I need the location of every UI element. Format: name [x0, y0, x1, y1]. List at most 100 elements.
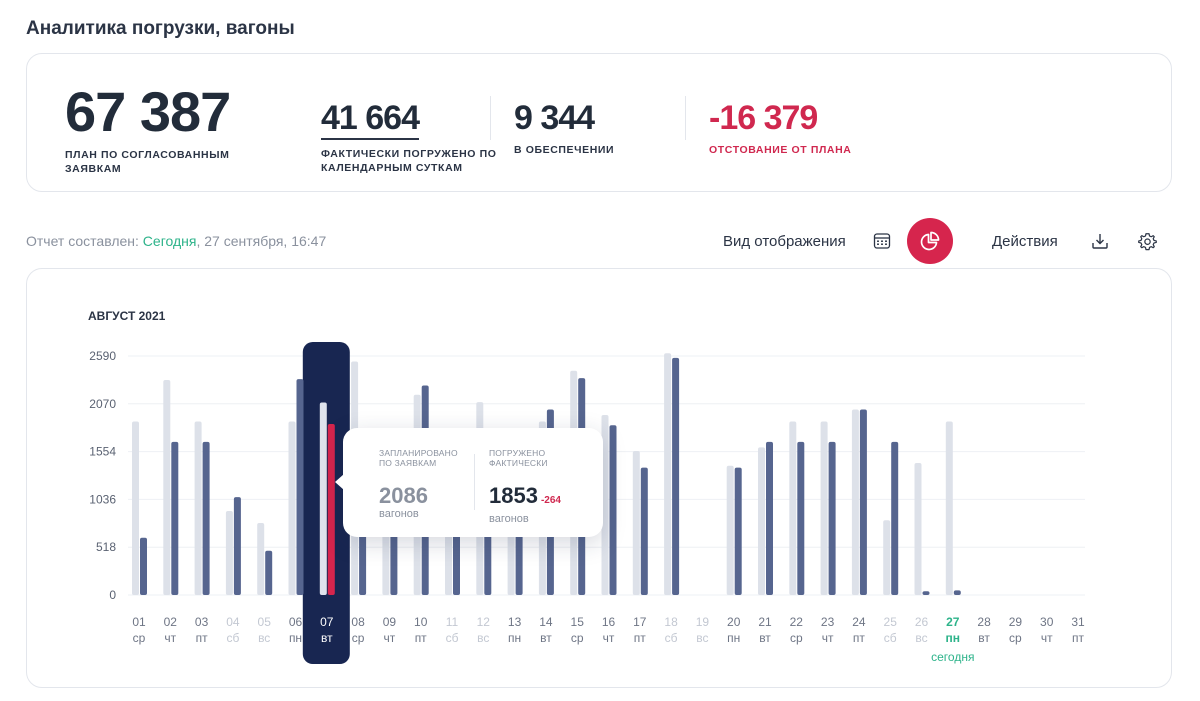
fact-bar: [766, 441, 773, 595]
x-tick-day: 25: [884, 615, 898, 629]
x-tick-weekday: вт: [540, 631, 552, 645]
y-tick-label: 2590: [89, 349, 116, 363]
fact-bar: [327, 424, 335, 595]
x-tick-weekday: пн: [508, 631, 521, 645]
fact-bar: [640, 467, 648, 595]
supply-metric: 9 344 В обеспечении: [514, 99, 614, 157]
x-tick-weekday: вс: [696, 631, 708, 645]
fact-bar: [797, 441, 805, 595]
x-tick-weekday: сб: [226, 631, 239, 645]
x-tick-weekday: сб: [884, 631, 897, 645]
fact-bar: [140, 537, 147, 595]
plan-bar: [319, 402, 327, 595]
metric-divider: [490, 96, 491, 140]
x-tick-weekday: ср: [133, 631, 146, 645]
x-tick-day: 29: [1009, 615, 1023, 629]
x-tick-weekday: пт: [415, 631, 427, 645]
fact-bar: [265, 550, 273, 595]
report-timestamp: Отчет составлен: Сегодня, 27 сентября, 1…: [26, 233, 326, 249]
fact-bar: [233, 497, 241, 595]
x-tick-weekday: пт: [196, 631, 208, 645]
x-tick-day: 15: [571, 615, 585, 629]
plan-bar: [194, 421, 202, 595]
fact-bar: [953, 590, 961, 595]
x-tick-weekday: сб: [446, 631, 459, 645]
tooltip-plan-value: 2086: [379, 483, 428, 508]
report-today-link[interactable]: Сегодня: [142, 233, 197, 249]
x-tick-weekday: пн: [946, 631, 961, 645]
actions-menu-label[interactable]: Действия: [992, 233, 1058, 250]
settings-gear-icon[interactable]: [1136, 230, 1158, 252]
x-tick-day: 13: [508, 615, 522, 629]
metric-divider: [685, 96, 686, 140]
plan-bar: [632, 451, 640, 595]
fact-value[interactable]: 41 664: [321, 99, 420, 140]
tooltip-fact-delta: -264: [540, 495, 561, 506]
plan-bar: [789, 421, 797, 595]
x-tick-day: 27: [946, 615, 960, 629]
fact-bar: [672, 357, 680, 595]
plan-bar: [758, 447, 765, 595]
x-tick-day: 05: [258, 615, 272, 629]
lag-metric: -16 379 Отстование от плана: [709, 99, 851, 157]
tooltip-plan: Запланировано по заявкам 2086 вагонов: [379, 448, 465, 520]
today-label: сегодня: [931, 650, 974, 664]
pie-chart-view-button[interactable]: [907, 218, 953, 264]
plan-label: План по согласованным заявкам: [65, 149, 230, 175]
x-tick-day: 24: [852, 615, 866, 629]
fact-bar: [922, 591, 930, 595]
fact-bar: [734, 467, 742, 595]
x-tick-weekday: чт: [603, 631, 615, 645]
fact-bar: [296, 379, 304, 595]
page-title: Аналитика погрузки, вагоны: [26, 18, 295, 39]
x-tick-weekday: чт: [384, 631, 396, 645]
x-tick-weekday: чт: [164, 631, 176, 645]
x-tick-weekday: вс: [477, 631, 489, 645]
fact-bar: [828, 441, 836, 595]
download-icon[interactable]: [1089, 230, 1111, 252]
x-tick-weekday: ср: [571, 631, 584, 645]
bar-tooltip: Запланировано по заявкам 2086 вагонов По…: [335, 428, 603, 537]
x-tick-day: 14: [539, 615, 553, 629]
summary-card: 67 387 План по согласованным заявкам 41 …: [26, 53, 1172, 192]
plan-bar: [914, 463, 922, 595]
y-tick-label: 1036: [89, 492, 116, 506]
x-tick-weekday: пт: [634, 631, 646, 645]
view-mode-label[interactable]: Вид отображения: [723, 233, 846, 250]
x-tick-day: 16: [602, 615, 616, 629]
x-tick-day: 11: [446, 615, 459, 629]
tooltip-divider: [474, 454, 475, 510]
tooltip-plan-heading: Запланировано по заявкам: [379, 448, 458, 468]
x-tick-day: 31: [1071, 615, 1085, 629]
x-tick-weekday: пн: [289, 631, 302, 645]
x-tick-day: 09: [383, 615, 397, 629]
fact-bar: [859, 409, 867, 595]
x-tick-weekday: ср: [1009, 631, 1022, 645]
lag-label: Отстование от плана: [709, 144, 852, 156]
x-tick-day: 02: [164, 615, 178, 629]
x-tick-weekday: вт: [321, 631, 333, 645]
tooltip-fact-value: 1853: [489, 483, 538, 508]
x-tick-day: 06: [289, 615, 303, 629]
y-tick-label: 518: [96, 540, 116, 554]
fact-metric[interactable]: 41 664 Фактически погружено по календарн…: [321, 99, 501, 175]
x-tick-weekday: вт: [759, 631, 771, 645]
x-tick-day: 30: [1040, 615, 1054, 629]
calendar-list-icon[interactable]: [871, 230, 893, 252]
report-prefix: Отчет составлен:: [26, 233, 139, 249]
plan-bar: [163, 379, 171, 595]
x-tick-weekday: чт: [1041, 631, 1053, 645]
fact-bar: [171, 441, 179, 595]
plan-bar: [601, 415, 609, 595]
x-tick-weekday: вт: [978, 631, 990, 645]
x-tick-weekday: вс: [915, 631, 927, 645]
x-tick-day: 03: [195, 615, 209, 629]
x-tick-day: 21: [758, 615, 772, 629]
fact-label: Фактически погружено по календарным сутк…: [321, 148, 497, 174]
tooltip-fact: Погружено фактически 1853 -264 вагонов: [489, 448, 589, 525]
x-tick-weekday: вс: [258, 631, 270, 645]
x-tick-weekday: пн: [727, 631, 740, 645]
plan-bar: [132, 421, 139, 595]
plan-value: 67 387: [65, 80, 231, 143]
fact-bar: [609, 425, 617, 595]
